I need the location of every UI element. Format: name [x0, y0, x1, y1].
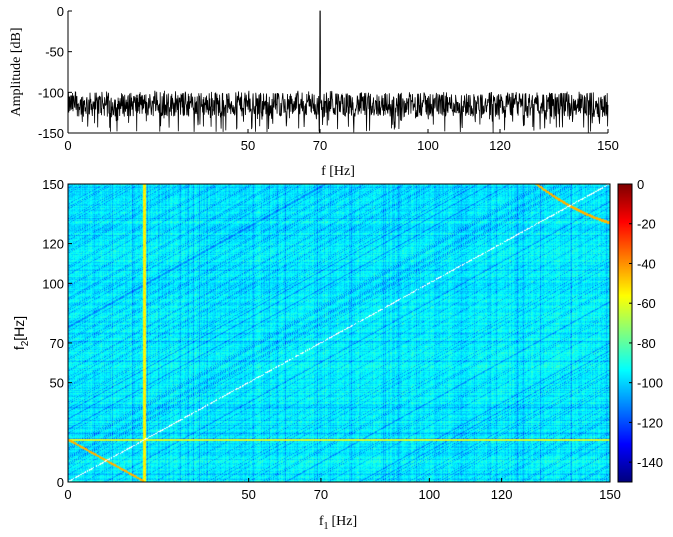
top-xtick-label: 100	[417, 138, 439, 153]
xlabel-sub: 1	[324, 521, 329, 532]
bottom-ytick-label: 150	[42, 177, 64, 192]
top-ytick-label: -150	[38, 126, 64, 141]
bottom-xtick-label: 70	[314, 487, 328, 502]
colorbar-tick-label: -20	[637, 217, 656, 232]
top-xtick-label: 70	[313, 138, 327, 153]
bottom-ytick-label: 100	[42, 276, 64, 291]
top-ylabel: Amplitude [dB]	[9, 27, 24, 116]
top-ytick-label: -50	[45, 45, 64, 60]
ylabel-sub: 2	[20, 340, 31, 346]
bottom-ytick-label: 70	[50, 336, 64, 351]
bottom-xtick-label: 0	[64, 487, 71, 502]
spectrum-line	[67, 10, 609, 133]
top-xlabel: f [Hz]	[321, 164, 355, 179]
bottom-xtick-label: 150	[599, 487, 621, 502]
bottom-xtick-label: 100	[418, 487, 440, 502]
colorbar-tick-label: -60	[637, 296, 656, 311]
top-xtick-label: 50	[241, 138, 255, 153]
top-xtick-label: 120	[489, 138, 511, 153]
heatmap-plot: 0 50 70 100 120 150 0 50 70 100 120 150 0 -20 -40 -60 -8…	[42, 177, 663, 502]
colorbar-tick-label: -40	[637, 256, 656, 271]
ylabel-main: f	[11, 346, 27, 350]
top-xtick-label: 150	[597, 138, 619, 153]
colorbar-tick-label: -80	[637, 336, 656, 351]
colorbar-tick-label: -140	[637, 455, 663, 470]
bottom-ytick-label: 0	[57, 475, 64, 490]
colorbar-frame	[617, 183, 633, 483]
colorbar-tick-label: 0	[637, 177, 644, 192]
colorbar-tick-label: -120	[637, 415, 663, 430]
colorbar-tick-label: -100	[637, 376, 663, 391]
bottom-xlabel: f1 [Hz]	[319, 514, 357, 532]
heatmap-frame	[67, 183, 611, 483]
bottom-ylabel: f2[Hz]	[11, 316, 31, 350]
bottom-xtick-label: 120	[491, 487, 513, 502]
ylabel-unit: [Hz]	[11, 316, 27, 341]
xlabel-main: f	[319, 514, 324, 529]
xlabel-unit: [Hz]	[332, 514, 358, 529]
top-ytick-label: 0	[57, 4, 64, 19]
bottom-ytick-label: 120	[42, 237, 64, 252]
bottom-ytick-label: 50	[50, 376, 64, 391]
top-ytick-label: -100	[38, 85, 64, 100]
bottom-xtick-label: 50	[241, 487, 255, 502]
colorbar-image	[618, 184, 632, 482]
spectrum-plot: 0 50 70 100 120 150 0 -50 -100 -150	[38, 4, 619, 153]
top-xtick-label: 0	[64, 138, 71, 153]
heatmap-image	[68, 184, 610, 482]
